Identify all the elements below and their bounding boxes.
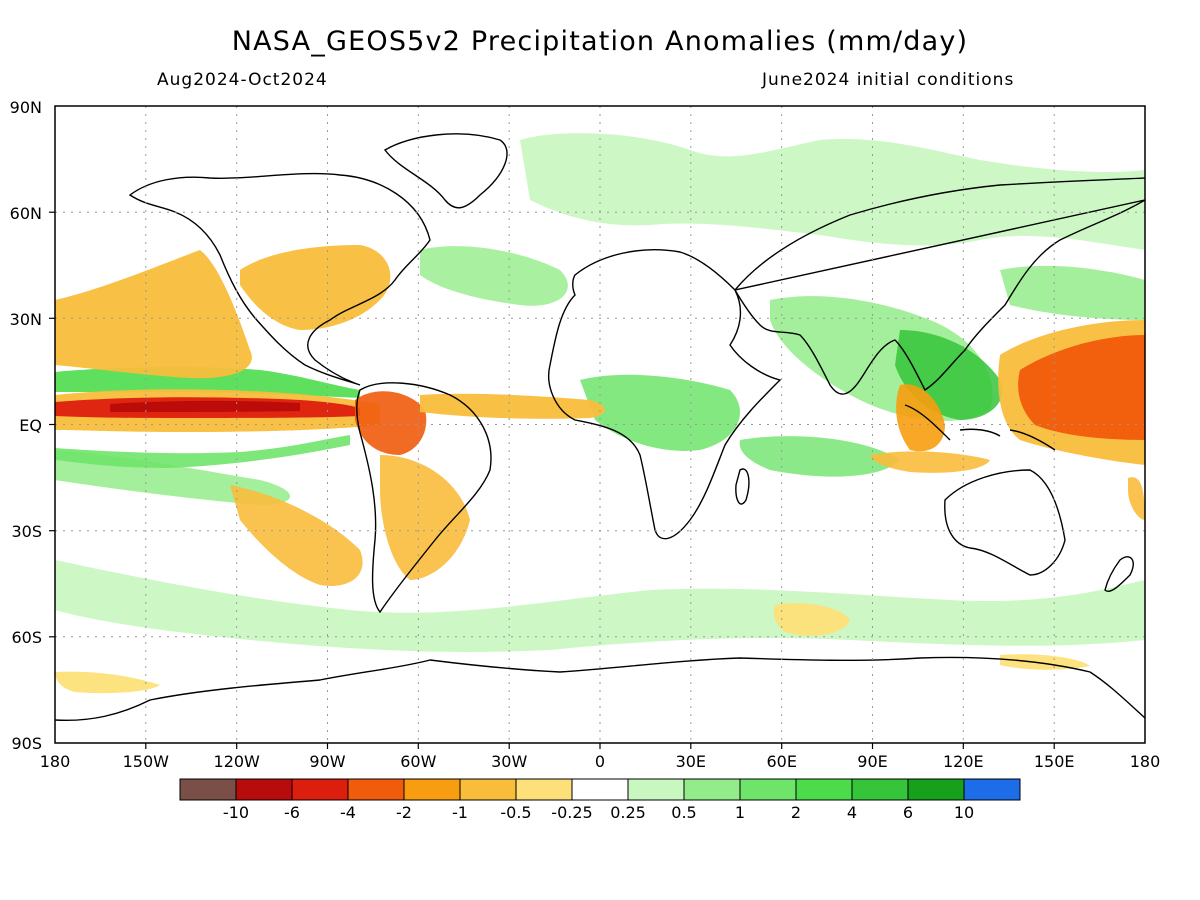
wet-anomaly-arctic	[520, 133, 1145, 250]
colorbar-label: -6	[284, 803, 300, 822]
lon-label: 180	[40, 752, 71, 771]
coastline-antarctica	[55, 656, 1145, 722]
map-gridlines	[55, 106, 1145, 743]
dry-anomaly-north-america	[240, 245, 391, 330]
initial-conditions: June2024 initial conditions	[762, 70, 1015, 90]
colorbar-swatch	[291, 778, 349, 801]
dry-anomaly-southern-indian	[773, 603, 850, 636]
colorbar-swatch	[347, 778, 405, 801]
forecast-period: Aug2024-Oct2024	[157, 70, 328, 90]
lat-label: 90S	[11, 734, 42, 753]
lat-label: 90N	[10, 98, 42, 117]
lat-label: 60S	[11, 628, 42, 647]
dry-anomaly-indonesia	[896, 384, 945, 452]
lat-label: 30S	[11, 522, 42, 541]
lon-label: 0	[595, 752, 605, 771]
lon-label: 150W	[123, 752, 170, 771]
colorbar-swatch	[963, 778, 1021, 801]
colorbar-label: 4	[847, 803, 857, 822]
dry-anomaly-amazon	[355, 391, 427, 455]
colorbar-label: -10	[223, 803, 249, 822]
wet-anomaly-southern-band	[55, 560, 1145, 652]
dry-anomaly-indian-ocean-south	[870, 451, 990, 473]
colorbar-swatch	[683, 778, 741, 801]
dry-anomaly-east-pacific-south	[1000, 654, 1090, 670]
dry-anomaly-west-pacific-core	[1018, 335, 1145, 440]
colorbar-label: -4	[340, 803, 356, 822]
map-title: NASA_GEOS5v2 Precipitation Anomalies (mm…	[231, 26, 969, 57]
coastline-indonesia	[904, 404, 1056, 451]
coastline-asia	[733, 177, 1145, 395]
lon-label: 30W	[491, 752, 527, 771]
lon-label: 180	[1130, 752, 1161, 771]
dry-anomaly-south-america	[380, 455, 470, 580]
dry-anomaly-south-pacific	[230, 485, 363, 586]
colorbar-swatch	[235, 778, 293, 801]
lon-label: 60E	[766, 752, 796, 771]
colorbar-swatch	[179, 778, 237, 801]
dry-anomaly-atlantic-equatorial	[420, 393, 605, 419]
axis-ticks	[49, 211, 1055, 749]
colorbar-label: -0.25	[551, 803, 592, 822]
coastlines	[55, 133, 1145, 722]
colorbar-label: -1	[452, 803, 468, 822]
colorbar	[179, 778, 1021, 801]
lon-label: 60W	[400, 752, 436, 771]
lon-label: 90E	[857, 752, 887, 771]
lon-label: 120W	[214, 752, 261, 771]
longitude-labels: 180 150W 120W 90W 60W 30W 0 30E 60E 90E …	[40, 752, 1161, 771]
colorbar-swatch	[795, 778, 853, 801]
coastline-new-zealand	[1104, 556, 1134, 592]
coastline-greenland	[383, 133, 508, 209]
lon-label: 150E	[1034, 752, 1075, 771]
lat-label: 60N	[10, 204, 42, 223]
colorbar-label: 6	[903, 803, 913, 822]
dry-anomaly-australia-east	[1128, 477, 1145, 520]
colorbar-label: 0.25	[610, 803, 646, 822]
wet-anomaly-pacific-west	[1000, 265, 1145, 320]
colorbar-label: -0.5	[500, 803, 531, 822]
wet-anomaly-indian-ocean	[739, 436, 900, 477]
coastline-europe-africa	[548, 249, 782, 540]
dry-anomaly-antarctic-coast	[55, 671, 160, 694]
colorbar-swatch	[459, 778, 517, 801]
coastline-madagascar	[735, 468, 750, 505]
colorbar-swatch	[515, 778, 573, 801]
lon-label: 120E	[943, 752, 984, 771]
precipitation-field	[55, 106, 1145, 743]
colorbar-label: 2	[791, 803, 801, 822]
lat-label: EQ	[19, 416, 42, 435]
colorbar-swatch	[907, 778, 965, 801]
colorbar-swatch	[571, 778, 629, 801]
latitude-labels: 90N 60N 30N EQ 30S 60S 90S	[10, 98, 42, 753]
coastline-north-america	[128, 172, 431, 386]
colorbar-label: 1	[735, 803, 745, 822]
lon-label: 90W	[309, 752, 345, 771]
coastline-australia	[944, 469, 1066, 576]
colorbar-swatch	[627, 778, 685, 801]
colorbar-label: 10	[954, 803, 974, 822]
colorbar-swatch	[851, 778, 909, 801]
dry-anomaly-pacific-northeast	[55, 250, 252, 379]
colorbar-label: -2	[396, 803, 412, 822]
coastline-south-america	[356, 382, 492, 614]
lon-label: 30E	[676, 752, 706, 771]
wet-anomaly-africa	[580, 374, 740, 451]
colorbar-swatch	[739, 778, 797, 801]
lat-label: 30N	[10, 310, 42, 329]
colorbar-label: 0.5	[671, 803, 696, 822]
wet-anomaly-itcz-south	[55, 435, 350, 468]
wet-anomaly-atlantic-north	[420, 246, 568, 306]
colorbar-swatch	[403, 778, 461, 801]
colorbar-labels: -10 -6 -4 -2 -1 -0.5 -0.25 0.25 0.5 1 2 …	[223, 803, 974, 822]
dry-anomaly-equatorial-pacific-peak	[110, 400, 300, 412]
